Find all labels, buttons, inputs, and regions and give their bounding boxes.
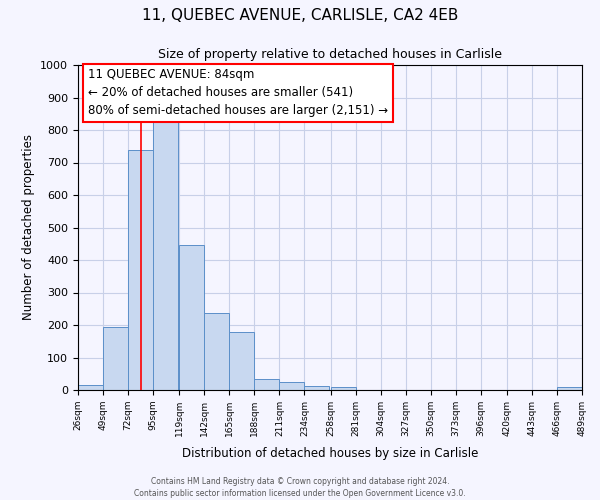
Bar [557, 388, 582, 390]
Text: 11 QUEBEC AVENUE: 84sqm
← 20% of detached houses are smaller (541)
80% of semi-d: 11 QUEBEC AVENUE: 84sqm ← 20% of detache… [88, 68, 388, 117]
X-axis label: Distribution of detached houses by size in Carlisle: Distribution of detached houses by size … [182, 447, 478, 460]
Bar [280, 382, 304, 390]
Bar [204, 312, 229, 390]
Bar [103, 326, 128, 390]
Bar [78, 385, 103, 390]
Bar [179, 244, 204, 390]
Bar [128, 150, 153, 390]
Bar [153, 118, 178, 390]
Bar [331, 388, 356, 390]
Bar [304, 386, 329, 390]
Bar [254, 378, 280, 390]
Y-axis label: Number of detached properties: Number of detached properties [22, 134, 35, 320]
Text: 11, QUEBEC AVENUE, CARLISLE, CA2 4EB: 11, QUEBEC AVENUE, CARLISLE, CA2 4EB [142, 8, 458, 22]
Text: Contains HM Land Registry data © Crown copyright and database right 2024.
Contai: Contains HM Land Registry data © Crown c… [134, 476, 466, 498]
Title: Size of property relative to detached houses in Carlisle: Size of property relative to detached ho… [158, 48, 502, 61]
Bar [229, 332, 254, 390]
